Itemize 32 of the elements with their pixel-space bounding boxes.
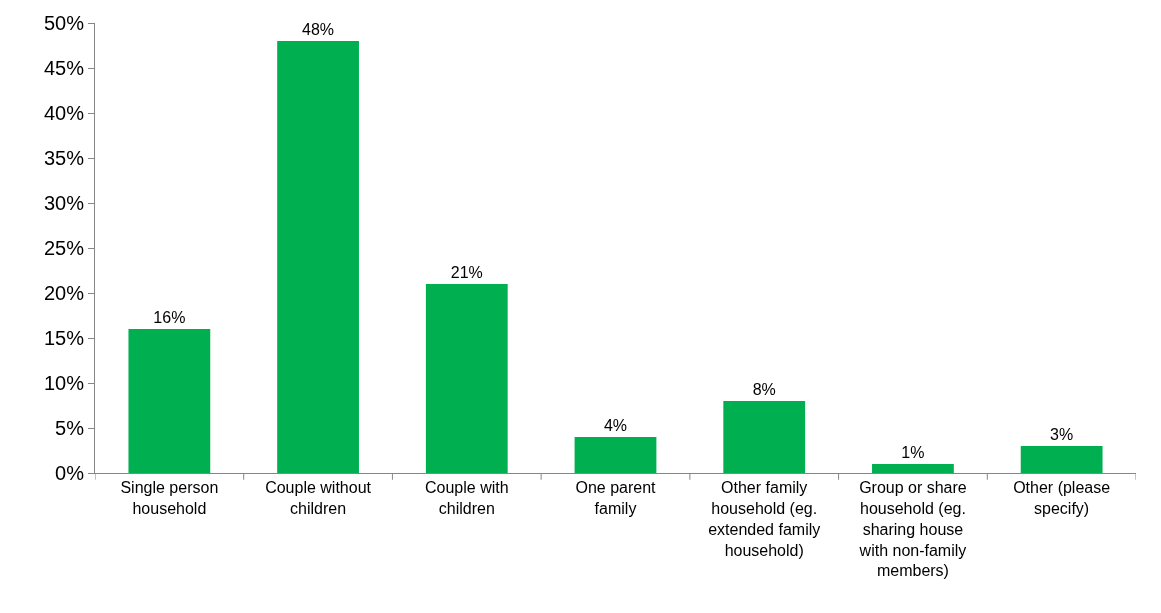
x-tick-label: Couple with children: [424, 479, 509, 517]
bar: [872, 464, 954, 473]
data-label: 8%: [752, 381, 776, 398]
bar: [277, 41, 359, 473]
data-label: 1%: [901, 444, 925, 461]
x-tick-label: One parent family: [575, 479, 657, 517]
x-tick-label: Single person household: [120, 479, 219, 517]
bar: [425, 284, 508, 473]
y-tick-label: 30%: [43, 192, 85, 214]
y-tick-label: 5%: [55, 417, 85, 439]
y-tick-label: 10%: [43, 372, 85, 394]
bar: [128, 329, 211, 473]
y-tick-label: 20%: [43, 282, 85, 304]
data-label: 21%: [450, 264, 483, 281]
data-label: 4%: [603, 417, 628, 434]
x-tick-label: Other (please specify): [1013, 479, 1111, 517]
y-tick-label: 40%: [43, 102, 85, 124]
x-tick-label: Couple without children: [265, 479, 372, 517]
y-tick-label: 0%: [55, 462, 85, 484]
data-label: 48%: [302, 21, 335, 38]
bar: [723, 401, 806, 473]
y-tick-label: 45%: [43, 57, 85, 79]
data-label: 3%: [1050, 426, 1074, 443]
y-tick-label: 35%: [43, 147, 85, 169]
y-tick-label: 50%: [43, 12, 85, 34]
y-tick-label: 25%: [43, 237, 85, 259]
bar: [1020, 446, 1103, 473]
x-tick-label: Group or share household (eg. sharing house with non-family members): [858, 479, 967, 580]
bar: [574, 437, 657, 473]
y-tick-label: 15%: [43, 327, 85, 349]
x-tick-label: Other family household (eg. extended family household): [708, 479, 821, 559]
data-label: 16%: [153, 309, 186, 326]
